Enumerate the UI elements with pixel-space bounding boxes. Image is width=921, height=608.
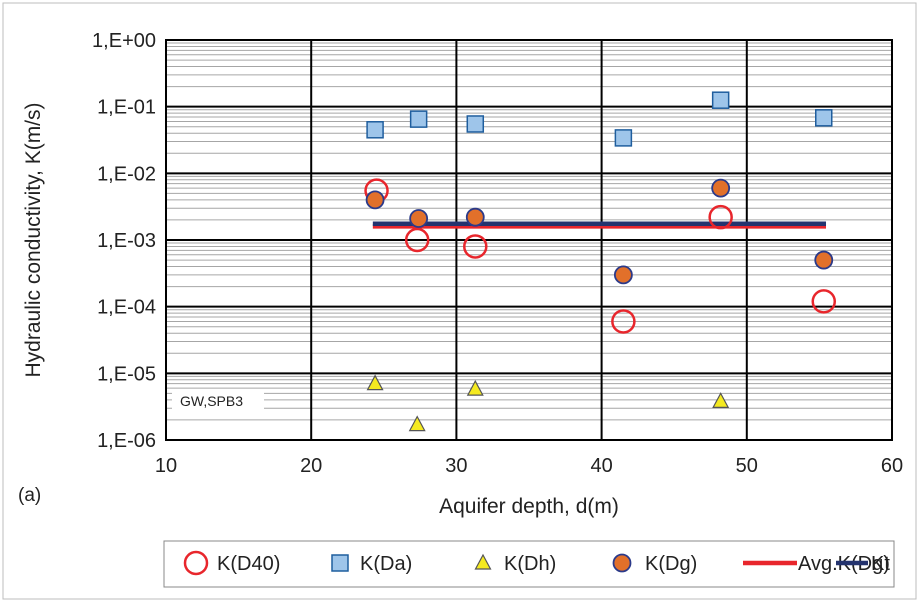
y-tick-labels: 1,E+00 1,E-01 1,E-02 1,E-03 1,E-04 1,E-05 1,E-… (92, 30, 156, 452)
legend-swatch (331, 554, 349, 572)
data-point (711, 91, 730, 109)
legend-label: K(Da) (360, 553, 412, 575)
x-tick-label: 20 (300, 455, 322, 477)
data-point (611, 309, 636, 334)
data-point (711, 178, 731, 198)
data-point (712, 392, 730, 408)
x-tick-label: 50 (736, 455, 758, 477)
x-tick-label: 10 (155, 455, 177, 477)
legend-label: K(Dh) (504, 553, 556, 575)
y-tick-label: 1,E+00 (92, 30, 156, 52)
x-tick-label: 60 (881, 455, 903, 477)
panel-label: (a) (18, 485, 41, 506)
data-point (465, 207, 485, 227)
legend-label: Kt (871, 553, 890, 575)
series-k-da- (366, 91, 833, 147)
series-k-dg- (365, 178, 834, 285)
minor-gridlines (166, 42, 892, 421)
y-axis-label: Hydraulic conductivity, K(m/s) (22, 102, 45, 377)
series-layer (364, 91, 837, 432)
data-point (409, 110, 428, 128)
annotation-label: GW,SPB3 (180, 393, 243, 409)
legend-item: K(Da) (331, 553, 412, 575)
legend: K(D40)K(Da)K(Dh)K(Dg)Avg.K(Dg)Kt (163, 540, 895, 588)
series-k-dh- (366, 374, 730, 432)
data-point (814, 250, 834, 270)
legend-swatch (612, 553, 632, 573)
data-point (366, 374, 384, 391)
x-axis-label: Aquifer depth, d(m) (439, 495, 619, 518)
data-point (466, 115, 485, 133)
y-tick-label: 1,E-06 (97, 430, 156, 452)
annotation-group: GW,SPB3 (172, 391, 264, 411)
legend-item: K(Dg) (612, 553, 697, 575)
data-point (815, 109, 833, 127)
legend-label: K(D40) (217, 553, 280, 575)
plot-border (165, 39, 893, 441)
data-point (613, 265, 633, 285)
legend-label: K(Dg) (645, 553, 697, 575)
y-tick-label: 1,E-02 (97, 163, 156, 185)
legend-swatch (474, 553, 492, 570)
data-point (409, 209, 429, 228)
y-tick-label: 1,E-03 (97, 230, 156, 252)
y-tick-label: 1,E-01 (97, 97, 156, 119)
x-tick-labels: 10 20 30 40 50 60 (155, 455, 903, 477)
legend-item: K(D40) (183, 550, 280, 576)
legend-swatch (183, 550, 209, 576)
legend-item: Kt (836, 553, 890, 575)
legend-item: K(Dh) (474, 553, 556, 575)
data-point (404, 227, 430, 253)
data-point (811, 289, 837, 314)
x-tick-label: 40 (590, 455, 612, 477)
x-tick-label: 30 (445, 455, 467, 477)
data-point (463, 234, 488, 259)
data-point (408, 415, 426, 432)
data-point (366, 121, 384, 139)
y-tick-label: 1,E-04 (97, 297, 156, 319)
annotation-box (172, 391, 264, 411)
y-tick-label: 1,E-05 (97, 363, 156, 385)
data-point (614, 129, 633, 147)
data-point (365, 190, 385, 210)
data-point (466, 379, 484, 396)
data-point (708, 204, 733, 230)
